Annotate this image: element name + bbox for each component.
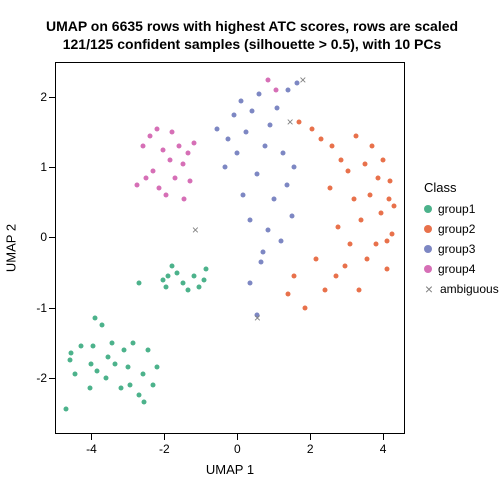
chart-title-line2: 121/125 confident samples (silhouette > … [0, 36, 504, 53]
legend-label: group3 [438, 242, 475, 256]
x-tick-label: -4 [86, 442, 97, 456]
x-tick [310, 434, 311, 440]
x-tick-label: 2 [307, 442, 314, 456]
y-tick-label: 0 [27, 230, 47, 244]
x-axis-label: UMAP 1 [55, 462, 405, 477]
legend-item-group2: group2 [424, 222, 475, 236]
legend-item-group4: group4 [424, 262, 475, 276]
x-tick-label: 4 [380, 442, 387, 456]
circle-icon [424, 265, 432, 273]
x-tick [91, 434, 92, 440]
legend-item-ambiguous: × ambiguous [424, 282, 499, 296]
x-tick-label: 0 [234, 442, 241, 456]
y-tick [49, 237, 55, 238]
x-tick [383, 434, 384, 440]
x-tick [237, 434, 238, 440]
x-tick-label: -2 [159, 442, 170, 456]
circle-icon [424, 225, 432, 233]
y-tick [49, 378, 55, 379]
x-tick [164, 434, 165, 440]
legend-item-group3: group3 [424, 242, 475, 256]
y-axis-label: UMAP 2 [4, 224, 19, 272]
legend-label: group1 [438, 202, 475, 216]
legend-label: group2 [438, 222, 475, 236]
legend-label: ambiguous [440, 282, 499, 296]
y-tick [49, 167, 55, 168]
legend-label: group4 [438, 262, 475, 276]
y-tick [49, 97, 55, 98]
circle-icon [424, 245, 432, 253]
chart-title-line1: UMAP on 6635 rows with highest ATC score… [0, 18, 504, 35]
y-tick-label: -1 [27, 301, 47, 315]
plot-area [55, 62, 405, 434]
y-tick-label: 1 [27, 160, 47, 174]
legend-title: Class [424, 180, 457, 195]
y-tick [49, 308, 55, 309]
legend-item-group1: group1 [424, 202, 475, 216]
cross-icon: × [424, 284, 434, 294]
circle-icon [424, 205, 432, 213]
y-tick-label: 2 [27, 90, 47, 104]
y-tick-label: -2 [27, 371, 47, 385]
